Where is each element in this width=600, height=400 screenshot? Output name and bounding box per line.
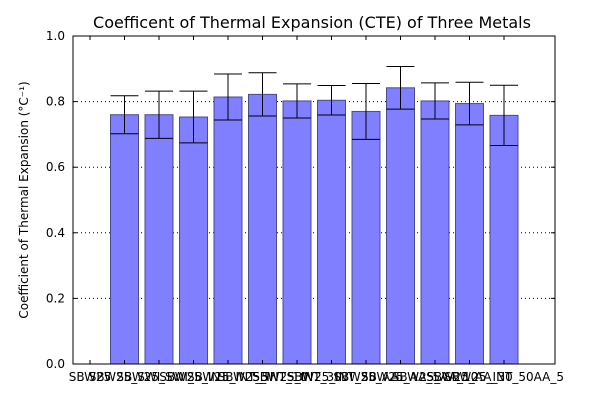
x-tick-label: SBW25_INT_5 <box>187 370 269 384</box>
bar <box>282 100 312 365</box>
x-tick-label: SBW25_INT_50 <box>287 370 377 384</box>
bar <box>420 100 450 365</box>
y-tick-label: 0.6 <box>46 160 65 174</box>
bar <box>179 116 208 365</box>
y-tick-label: 0.2 <box>46 291 65 305</box>
x-tick-label: SBW25_AA_10 <box>392 370 479 384</box>
bar <box>455 103 484 365</box>
y-axis-ticks: 0.0 0.2 0.4 0.6 0.8 1.0 <box>46 29 555 371</box>
bar <box>144 114 174 365</box>
x-tick-label: SBW25 <box>69 370 112 384</box>
bar <box>489 114 519 365</box>
chart-title: Coefficent of Thermal Expansion (CTE) of… <box>93 13 531 32</box>
y-tick-label: 1.0 <box>46 29 65 43</box>
plot-frame <box>72 35 556 365</box>
y-tick-label: 0.8 <box>46 95 65 109</box>
bar <box>110 114 139 365</box>
bar <box>317 99 346 365</box>
x-tick-label: SBW25_INT <box>159 370 228 384</box>
bar <box>248 93 277 365</box>
y-tick-label: 0.0 <box>46 357 65 371</box>
x-tick-label: SBW25_SWI_5 <box>116 370 201 384</box>
y-axis-label: Coefficient of Thermal Expansion (°C⁻¹) <box>17 81 31 318</box>
x-axis-ticks: SBW25SBW25_SWISBW25_SWI_5SBW25_INTSBW25_… <box>69 36 564 384</box>
x-tick-label: SBW25_AA <box>333 370 399 384</box>
bar <box>351 110 381 365</box>
bar <box>386 87 415 365</box>
bar <box>213 96 243 365</box>
x-tick-label: SBW25_SWI <box>89 370 161 384</box>
bars-group <box>110 87 519 365</box>
error-bars-group <box>110 66 518 147</box>
y-tick-label: 0.4 <box>46 226 65 240</box>
x-tick-label: SBW25_INT_10 <box>218 370 308 384</box>
x-tick-label: SBW25_INT_50AA_5 <box>444 370 564 384</box>
x-tick-label: SBW25_INT_30 <box>252 370 342 384</box>
x-tick-label: SBW25_AA_30 <box>426 370 513 384</box>
x-tick-label: SBW25_AA_5 <box>361 370 440 384</box>
